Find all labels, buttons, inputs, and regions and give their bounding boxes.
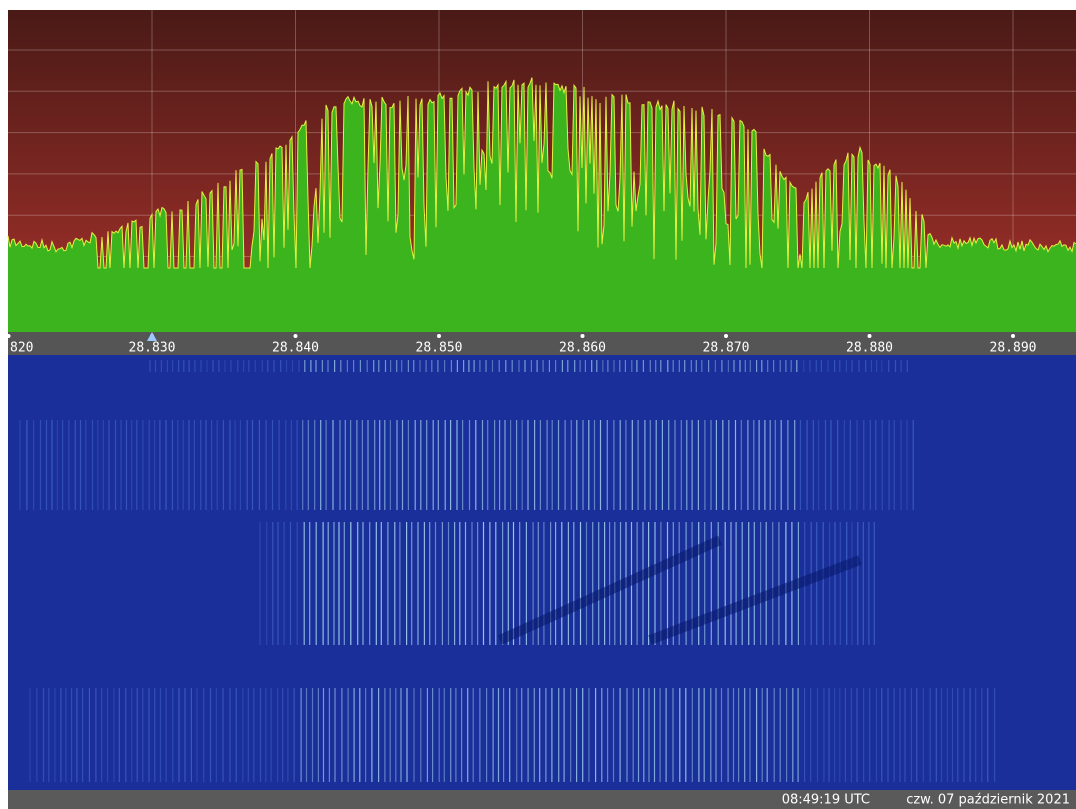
status-time: 08:49:19 UTC <box>782 793 870 808</box>
tick-dot <box>7 334 11 338</box>
frequency-label: 28.870 <box>703 341 750 356</box>
waterfall <box>8 355 1076 790</box>
tick-dot <box>581 334 585 338</box>
tick-dot <box>294 334 298 338</box>
frequency-label: 28.860 <box>559 341 606 356</box>
tick-dot <box>1011 334 1015 338</box>
tick-dot <box>437 334 441 338</box>
status-date: czw. 07 październik 2021 <box>906 793 1070 808</box>
frequency-label: 28.890 <box>990 341 1037 356</box>
tick-dot <box>868 334 872 338</box>
frequency-label: 28.840 <box>272 341 319 356</box>
frequency-label: 820 <box>10 341 33 356</box>
sdr-screen: 820 28.830 28.840 28.850 28.860 28.870 28.880 2… <box>0 0 1076 809</box>
frequency-label: 28.880 <box>846 341 893 356</box>
frequency-label: 28.850 <box>416 341 463 356</box>
tick-dot <box>724 334 728 338</box>
frequency-label: 28.830 <box>129 341 176 356</box>
